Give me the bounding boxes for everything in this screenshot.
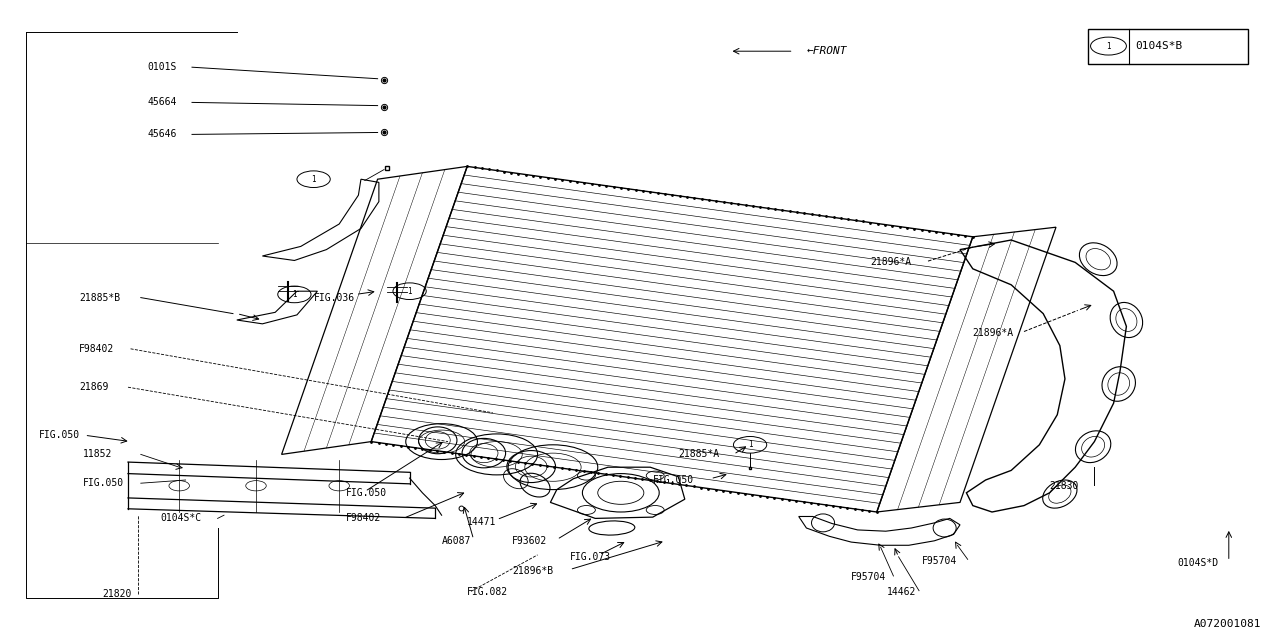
Text: 0101S: 0101S: [147, 62, 177, 72]
Text: F98402: F98402: [79, 344, 115, 354]
Text: F98402: F98402: [346, 513, 381, 524]
Text: 1: 1: [1106, 42, 1111, 51]
Text: FIG.050: FIG.050: [346, 488, 387, 498]
Text: 45646: 45646: [147, 129, 177, 140]
Text: FIG.073: FIG.073: [570, 552, 611, 562]
Text: 1: 1: [292, 290, 297, 299]
Text: A6087: A6087: [442, 536, 471, 546]
Text: 21820: 21820: [102, 589, 132, 599]
Text: 21896*A: 21896*A: [973, 328, 1014, 338]
Text: 21869: 21869: [79, 382, 109, 392]
Text: A072001081: A072001081: [1193, 619, 1261, 629]
Text: FIG.050: FIG.050: [83, 478, 124, 488]
Text: 0104S*D: 0104S*D: [1178, 558, 1219, 568]
Text: 45664: 45664: [147, 97, 177, 108]
Text: 11852: 11852: [83, 449, 113, 460]
Text: F95704: F95704: [851, 572, 887, 582]
Text: FIG.050: FIG.050: [653, 475, 694, 485]
Text: 14471: 14471: [467, 516, 497, 527]
Text: FIG.036: FIG.036: [314, 292, 355, 303]
Text: FIG.050: FIG.050: [38, 430, 79, 440]
Text: 1: 1: [748, 440, 753, 449]
Text: F95704: F95704: [922, 556, 957, 566]
Text: 1: 1: [311, 175, 316, 184]
Text: 0104S*B: 0104S*B: [1135, 41, 1183, 51]
Text: FIG.082: FIG.082: [467, 587, 508, 597]
Text: 21896*B: 21896*B: [512, 566, 553, 576]
Text: 21885*A: 21885*A: [678, 449, 719, 460]
Text: 14462: 14462: [887, 587, 916, 597]
Text: 1: 1: [407, 287, 412, 296]
Text: 21830: 21830: [1050, 481, 1079, 492]
Text: 21896*A: 21896*A: [870, 257, 911, 268]
Text: 0104S*C: 0104S*C: [160, 513, 201, 524]
Text: F93602: F93602: [512, 536, 548, 546]
Text: ←FRONT: ←FRONT: [806, 46, 847, 56]
Text: 21885*B: 21885*B: [79, 292, 120, 303]
